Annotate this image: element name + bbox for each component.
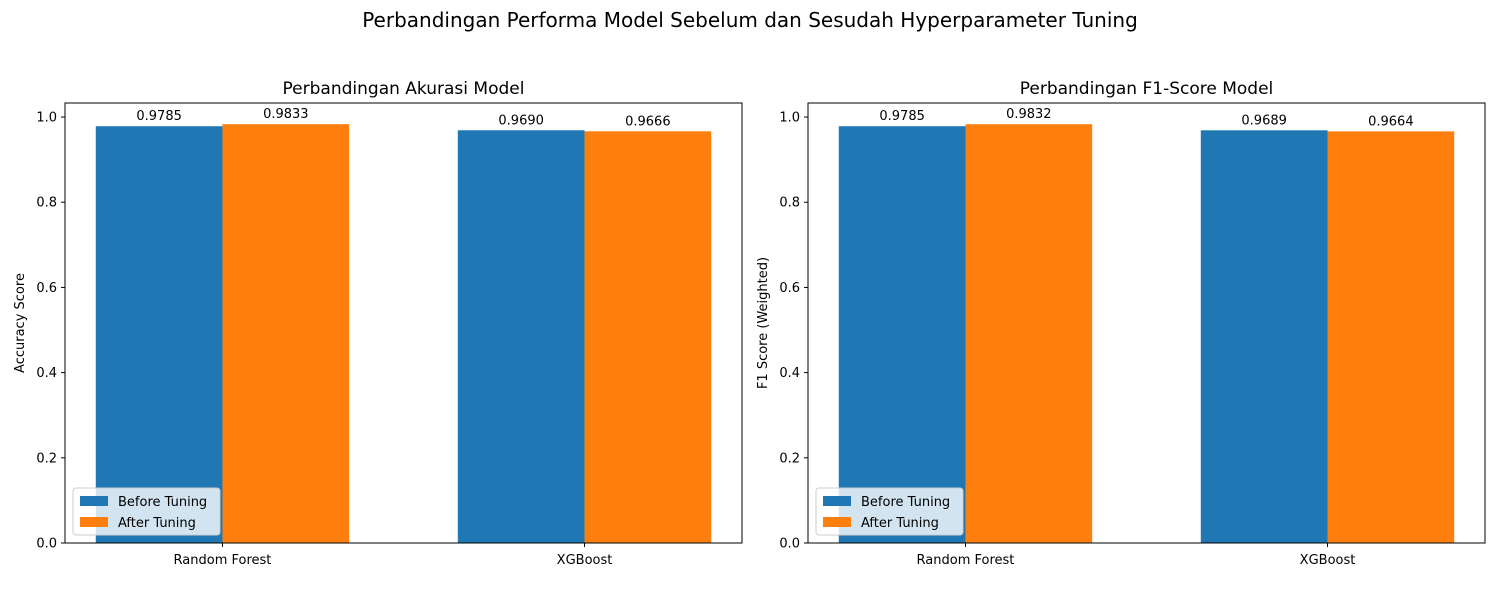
- legend-swatch-before: [80, 496, 108, 506]
- legend-swatch-before: [823, 496, 851, 506]
- figure-title: Perbandingan Performa Model Sebelum dan …: [362, 8, 1138, 32]
- chart-panel-2: 0.9785 0.9689 0.9832 0.9664 0.0 0.2 0.4 0.6 0.8 1…: [756, 79, 1486, 568]
- data-label: 0.9785: [879, 109, 925, 124]
- y-tick-label: 0.6: [779, 281, 800, 296]
- y-tick-label: 0.0: [36, 537, 57, 552]
- legend-label: Before Tuning: [861, 495, 950, 510]
- bar-before-1: [457, 130, 585, 543]
- bar-after-1: [584, 131, 712, 544]
- y-tick-label: 0.6: [36, 281, 57, 296]
- legend: Before Tuning After Tuning: [72, 487, 221, 536]
- bar-before-0: [95, 126, 223, 544]
- y-tick-label: 0.4: [36, 366, 57, 381]
- legend-label: Before Tuning: [118, 495, 207, 510]
- y-tick-label: 0.0: [779, 537, 800, 552]
- legend-swatch-after: [823, 517, 851, 527]
- y-tick-label: 0.2: [36, 451, 57, 466]
- data-label: 0.9664: [1368, 114, 1414, 129]
- legend-box: [815, 487, 964, 536]
- axes-frame: [64, 102, 743, 544]
- data-label: 0.9666: [625, 114, 671, 129]
- y-tick-label: 0.8: [779, 196, 800, 211]
- y-tick-label: 1.0: [36, 111, 57, 126]
- y-tick-label: 0.4: [779, 366, 800, 381]
- data-label: 0.9833: [263, 107, 309, 122]
- axes-frame: [807, 102, 1486, 544]
- x-tick-label: XGBoost: [1300, 553, 1356, 568]
- data-label: 0.9689: [1241, 113, 1287, 128]
- legend-label: After Tuning: [861, 516, 939, 531]
- bar-after-1: [1327, 131, 1455, 543]
- legend-swatch-after: [80, 517, 108, 527]
- legend-box: [72, 487, 221, 536]
- y-tick-label: 0.2: [779, 451, 800, 466]
- chart-title: Perbandingan F1-Score Model: [1020, 79, 1274, 99]
- legend: Before Tuning After Tuning: [815, 487, 964, 536]
- data-label: 0.9690: [498, 113, 544, 128]
- bar-after-0: [965, 124, 1093, 543]
- data-label: 0.9785: [136, 109, 182, 124]
- y-tick-label: 0.8: [36, 196, 57, 211]
- bar-before-0: [838, 126, 966, 544]
- x-tick-label: Random Forest: [917, 553, 1015, 568]
- chart-title: Perbandingan Akurasi Model: [283, 79, 525, 99]
- data-label: 0.9832: [1006, 107, 1052, 122]
- chart-panel-1: 0.9785 0.9690 0.9833 0.9666 0.0 0.2 0.4 0.6 0.8 1…: [13, 79, 743, 568]
- legend-label: After Tuning: [118, 516, 196, 531]
- y-axis-label: F1 Score (Weighted): [756, 257, 771, 389]
- bar-after-0: [222, 124, 350, 544]
- y-axis-label: Accuracy Score: [13, 273, 28, 373]
- x-tick-label: XGBoost: [557, 553, 613, 568]
- x-tick-label: Random Forest: [174, 553, 272, 568]
- y-tick-label: 1.0: [779, 111, 800, 126]
- bar-before-1: [1200, 130, 1328, 544]
